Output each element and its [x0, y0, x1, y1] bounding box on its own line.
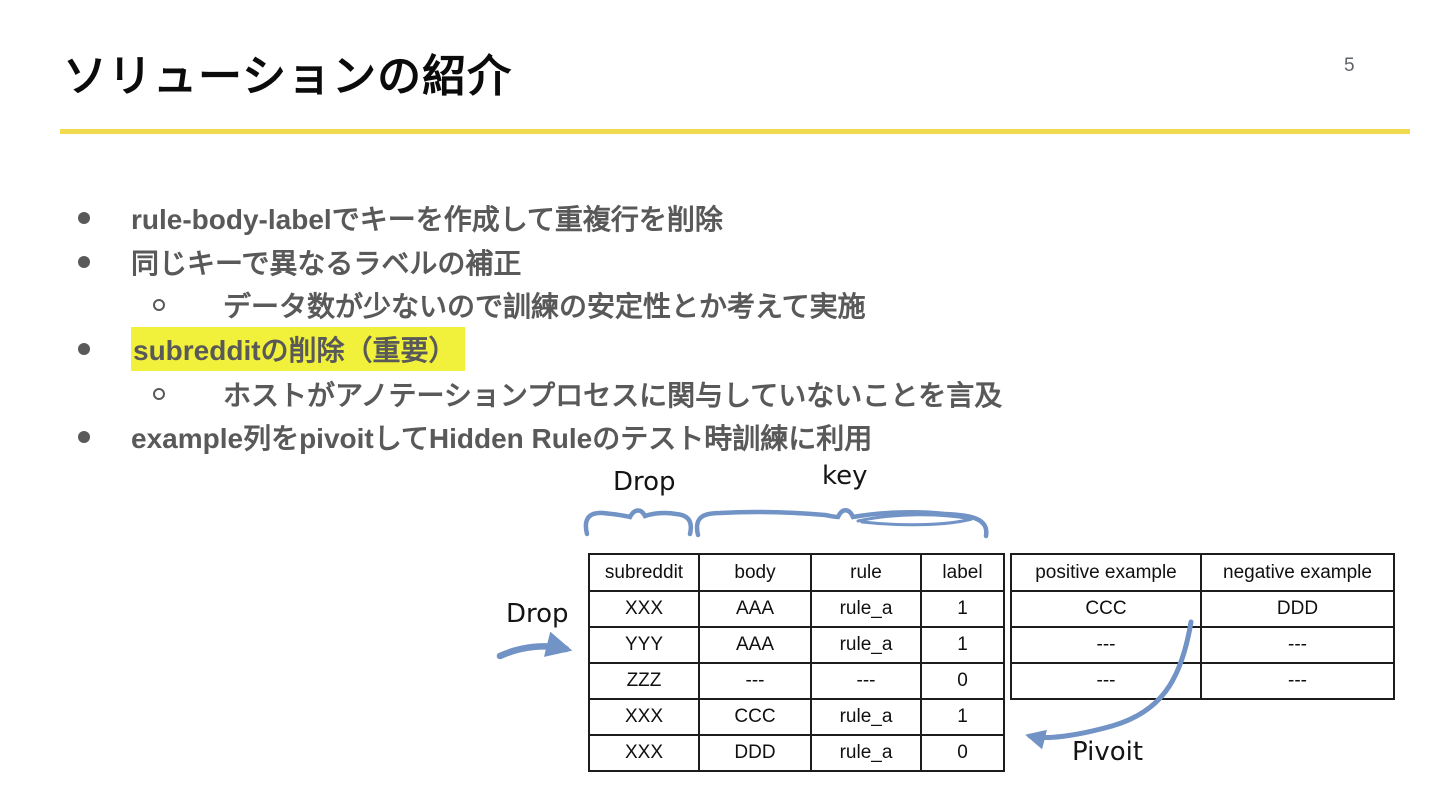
- bullet-circle-icon: [153, 388, 165, 400]
- title-underline: [60, 129, 1410, 134]
- page-title: ソリューションの紹介: [63, 52, 513, 101]
- bullet-dot-icon: [78, 212, 90, 224]
- table-cell: 1: [920, 626, 1005, 664]
- table-cell: 0: [920, 662, 1005, 700]
- bullet-text: rule-body-labelでキーを作成して重複行を削除: [131, 204, 723, 235]
- table-cell: 0: [920, 734, 1005, 772]
- drop-row-label: Drop: [506, 599, 569, 629]
- slide-page-number: 5: [1344, 55, 1355, 76]
- column-header: negative example: [1200, 553, 1395, 592]
- table-row: YYY AAA rule_a 1: [588, 626, 1005, 664]
- bullet-subitem: ホストがアノテーションプロセスに関与していないことを言及: [153, 376, 1002, 412]
- example-data-table: positive example negative example CCC DD…: [1010, 553, 1395, 700]
- column-header: label: [920, 553, 1005, 592]
- column-header: body: [698, 553, 812, 592]
- table-cell: DDD: [698, 734, 812, 772]
- bullet-text: example列をpivoitしてHidden Ruleのテスト時訓練に利用: [131, 423, 873, 454]
- table-cell: ZZZ: [588, 662, 700, 700]
- table-cell: CCC: [1010, 590, 1202, 628]
- bullet-item-highlighted: subredditの削除（重要）: [78, 327, 465, 371]
- table-row: ZZZ --- --- 0: [588, 662, 1005, 700]
- table-header-row: subreddit body rule label: [588, 553, 1005, 592]
- table-cell: YYY: [588, 626, 700, 664]
- bullet-circle-icon: [153, 299, 165, 311]
- bullet-text: ホストがアノテーションプロセスに関与していないことを言及: [223, 380, 1003, 411]
- table-cell: rule_a: [810, 698, 922, 736]
- bullet-dot-icon: [78, 256, 90, 268]
- column-header: subreddit: [588, 553, 700, 592]
- bullet-item: 同じキーで異なるラベルの補正: [78, 244, 521, 280]
- drop-brace: [583, 508, 694, 537]
- pivot-label: Pivoit: [1072, 737, 1144, 767]
- table-cell: CCC: [698, 698, 812, 736]
- main-data-table: subreddit body rule label XXX AAA rule_a…: [588, 553, 1005, 772]
- table-row: CCC DDD: [1010, 590, 1395, 628]
- table-cell: 1: [920, 698, 1005, 736]
- table-cell: rule_a: [810, 734, 922, 772]
- table-row: XXX DDD rule_a 0: [588, 734, 1005, 772]
- bullet-dot-icon: [78, 431, 90, 443]
- table-cell: XXX: [588, 590, 700, 628]
- table-cell: AAA: [698, 626, 812, 664]
- key-brace: [694, 508, 989, 539]
- table-row: --- ---: [1010, 662, 1395, 700]
- table-cell: 1: [920, 590, 1005, 628]
- table-cell: XXX: [588, 698, 700, 736]
- table-cell: ---: [1010, 662, 1202, 700]
- drop-arrow: [496, 631, 573, 660]
- bullet-text: データ数が少ないので訓練の安定性とか考えて実施: [223, 291, 866, 322]
- column-header: rule: [810, 553, 922, 592]
- table-cell: AAA: [698, 590, 812, 628]
- table-cell: XXX: [588, 734, 700, 772]
- bullet-subitem: データ数が少ないので訓練の安定性とか考えて実施: [153, 287, 866, 323]
- bullet-text: 同じキーで異なるラベルの補正: [131, 248, 522, 279]
- drop-columns-label: Drop: [613, 467, 676, 497]
- table-header-row: positive example negative example: [1010, 553, 1395, 592]
- bullet-dot-icon: [78, 343, 90, 355]
- highlighted-bullet-text: subredditの削除（重要）: [131, 327, 465, 371]
- table-cell: rule_a: [810, 626, 922, 664]
- table-row: XXX AAA rule_a 1: [588, 590, 1005, 628]
- bullet-item: rule-body-labelでキーを作成して重複行を削除: [78, 200, 723, 236]
- table-cell: ---: [698, 662, 812, 700]
- table-cell: ---: [1200, 662, 1395, 700]
- table-cell: rule_a: [810, 590, 922, 628]
- table-row: XXX CCC rule_a 1: [588, 698, 1005, 736]
- table-cell: DDD: [1200, 590, 1395, 628]
- key-brace-overdraw: [856, 513, 973, 527]
- column-header: positive example: [1010, 553, 1202, 592]
- key-columns-label: key: [822, 461, 868, 491]
- bullet-item: example列をpivoitしてHidden Ruleのテスト時訓練に利用: [78, 419, 872, 455]
- table-cell: ---: [1200, 626, 1395, 664]
- table-cell: ---: [1010, 626, 1202, 664]
- table-cell: ---: [810, 662, 922, 700]
- table-row: --- ---: [1010, 626, 1395, 664]
